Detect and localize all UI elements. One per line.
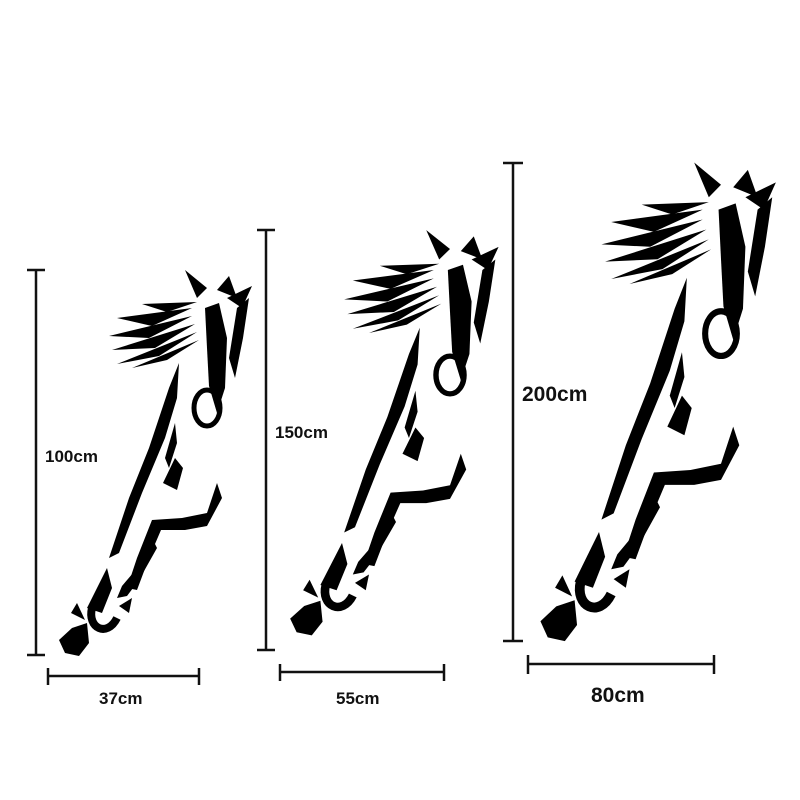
height-label-small: 100cm <box>45 447 98 466</box>
width-label-medium: 55cm <box>336 689 380 708</box>
height-dimension-line-large <box>503 161 523 643</box>
height-label-medium: 150cm <box>275 423 328 442</box>
height-label-large: 200cm <box>522 383 588 406</box>
width-dimension-line-medium <box>278 664 446 681</box>
width-label-large: 80cm <box>591 684 645 707</box>
width-dimension-line-small <box>46 668 201 685</box>
height-dimension-line-small <box>27 268 45 657</box>
width-label-small: 37cm <box>99 689 143 708</box>
width-dimension-line-large <box>526 655 716 674</box>
height-dimension-line-medium <box>257 228 275 652</box>
